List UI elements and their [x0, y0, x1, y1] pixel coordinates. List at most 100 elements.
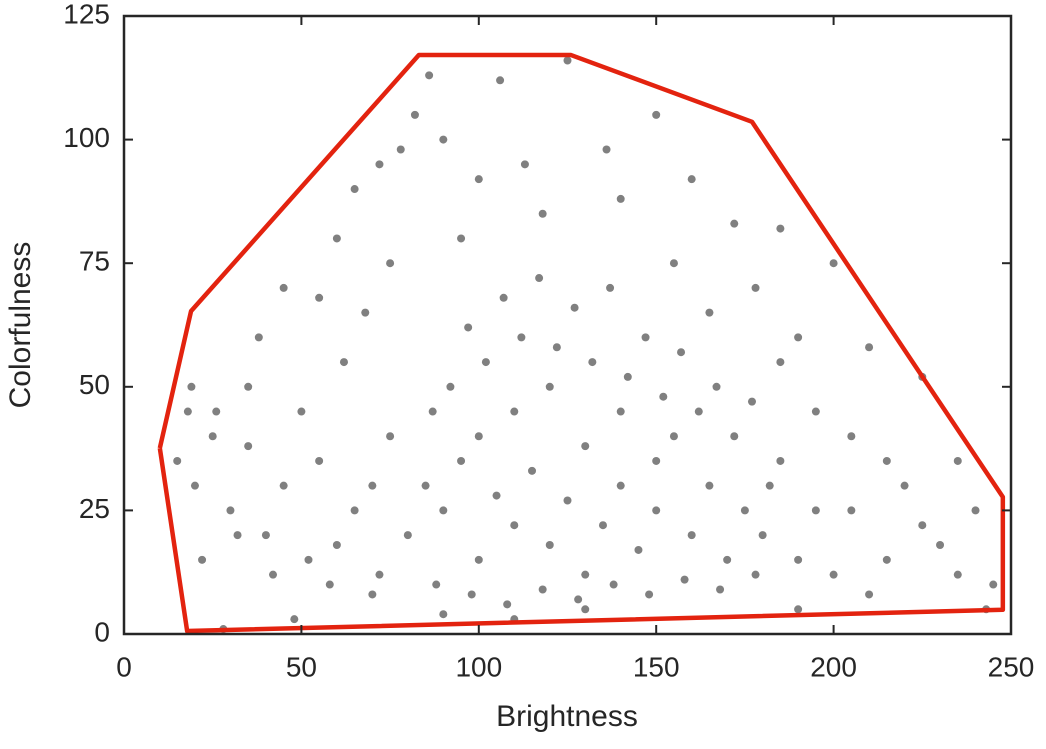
- point: [226, 506, 235, 515]
- point: [847, 506, 856, 515]
- point: [574, 595, 583, 604]
- point: [705, 481, 714, 490]
- point: [730, 432, 739, 441]
- point: [368, 481, 377, 490]
- point: [244, 382, 253, 391]
- point: [538, 209, 547, 218]
- point: [233, 531, 242, 540]
- point: [535, 274, 544, 283]
- point: [687, 531, 696, 540]
- point: [677, 348, 686, 357]
- point: [173, 456, 182, 465]
- y-tick-label: 125: [63, 0, 110, 29]
- point: [634, 545, 643, 554]
- x-tick-label: 50: [286, 651, 317, 682]
- point: [304, 555, 313, 564]
- y-tick-label: 0: [94, 616, 110, 647]
- point: [623, 372, 632, 381]
- point: [740, 506, 749, 515]
- point: [581, 442, 590, 451]
- point: [439, 135, 448, 144]
- point: [545, 541, 554, 550]
- point: [747, 397, 756, 406]
- point: [315, 293, 324, 302]
- x-tick-label: 100: [455, 651, 502, 682]
- point: [325, 580, 334, 589]
- point: [794, 605, 803, 614]
- point: [723, 555, 732, 564]
- point: [765, 481, 774, 490]
- point: [528, 466, 537, 475]
- point: [545, 382, 554, 391]
- point: [865, 590, 874, 599]
- point: [552, 343, 561, 352]
- point: [212, 407, 221, 416]
- point: [464, 323, 473, 332]
- point: [510, 407, 519, 416]
- point: [386, 432, 395, 441]
- point: [680, 575, 689, 584]
- point: [900, 481, 909, 490]
- point: [279, 481, 288, 490]
- point: [183, 407, 192, 416]
- point: [616, 194, 625, 203]
- x-tick-label: 150: [633, 651, 680, 682]
- point: [989, 580, 998, 589]
- point: [403, 531, 412, 540]
- point: [187, 382, 196, 391]
- x-tick-label: 250: [988, 651, 1035, 682]
- point: [581, 605, 590, 614]
- point: [829, 259, 838, 268]
- point: [641, 333, 650, 342]
- point: [269, 570, 278, 579]
- x-axis-label: Brightness: [496, 700, 638, 733]
- point: [659, 392, 668, 401]
- point: [716, 585, 725, 594]
- point: [563, 496, 572, 505]
- point: [457, 234, 466, 243]
- point: [457, 456, 466, 465]
- point: [669, 259, 678, 268]
- point: [481, 358, 490, 367]
- point: [474, 432, 483, 441]
- point: [776, 224, 785, 233]
- point: [606, 283, 615, 292]
- point: [499, 293, 508, 302]
- point: [510, 521, 519, 530]
- point: [492, 491, 501, 500]
- point: [474, 555, 483, 564]
- point: [279, 283, 288, 292]
- point: [446, 382, 455, 391]
- point: [687, 175, 696, 184]
- x-tick-label: 200: [810, 651, 857, 682]
- point: [375, 160, 384, 169]
- point: [776, 456, 785, 465]
- point: [538, 585, 547, 594]
- point: [517, 333, 526, 342]
- point: [918, 521, 927, 530]
- point: [829, 570, 838, 579]
- point: [616, 481, 625, 490]
- point: [474, 175, 483, 184]
- point: [705, 308, 714, 317]
- point: [953, 456, 962, 465]
- point: [588, 358, 597, 367]
- point: [254, 333, 263, 342]
- point: [776, 358, 785, 367]
- hull-line: [157, 52, 1006, 634]
- point: [936, 541, 945, 550]
- point: [261, 531, 270, 540]
- point: [865, 343, 874, 352]
- point: [361, 308, 370, 317]
- point: [794, 333, 803, 342]
- point: [971, 506, 980, 515]
- point: [332, 541, 341, 550]
- point: [421, 481, 430, 490]
- point: [570, 303, 579, 312]
- point: [428, 407, 437, 416]
- point: [190, 481, 199, 490]
- x-tick-label: 0: [116, 651, 132, 682]
- point: [496, 76, 505, 85]
- point: [652, 456, 661, 465]
- point: [350, 506, 359, 515]
